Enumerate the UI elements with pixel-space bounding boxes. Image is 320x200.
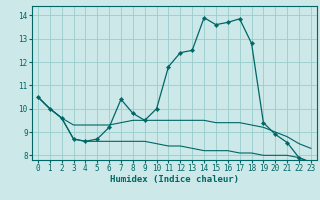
X-axis label: Humidex (Indice chaleur): Humidex (Indice chaleur) (110, 175, 239, 184)
